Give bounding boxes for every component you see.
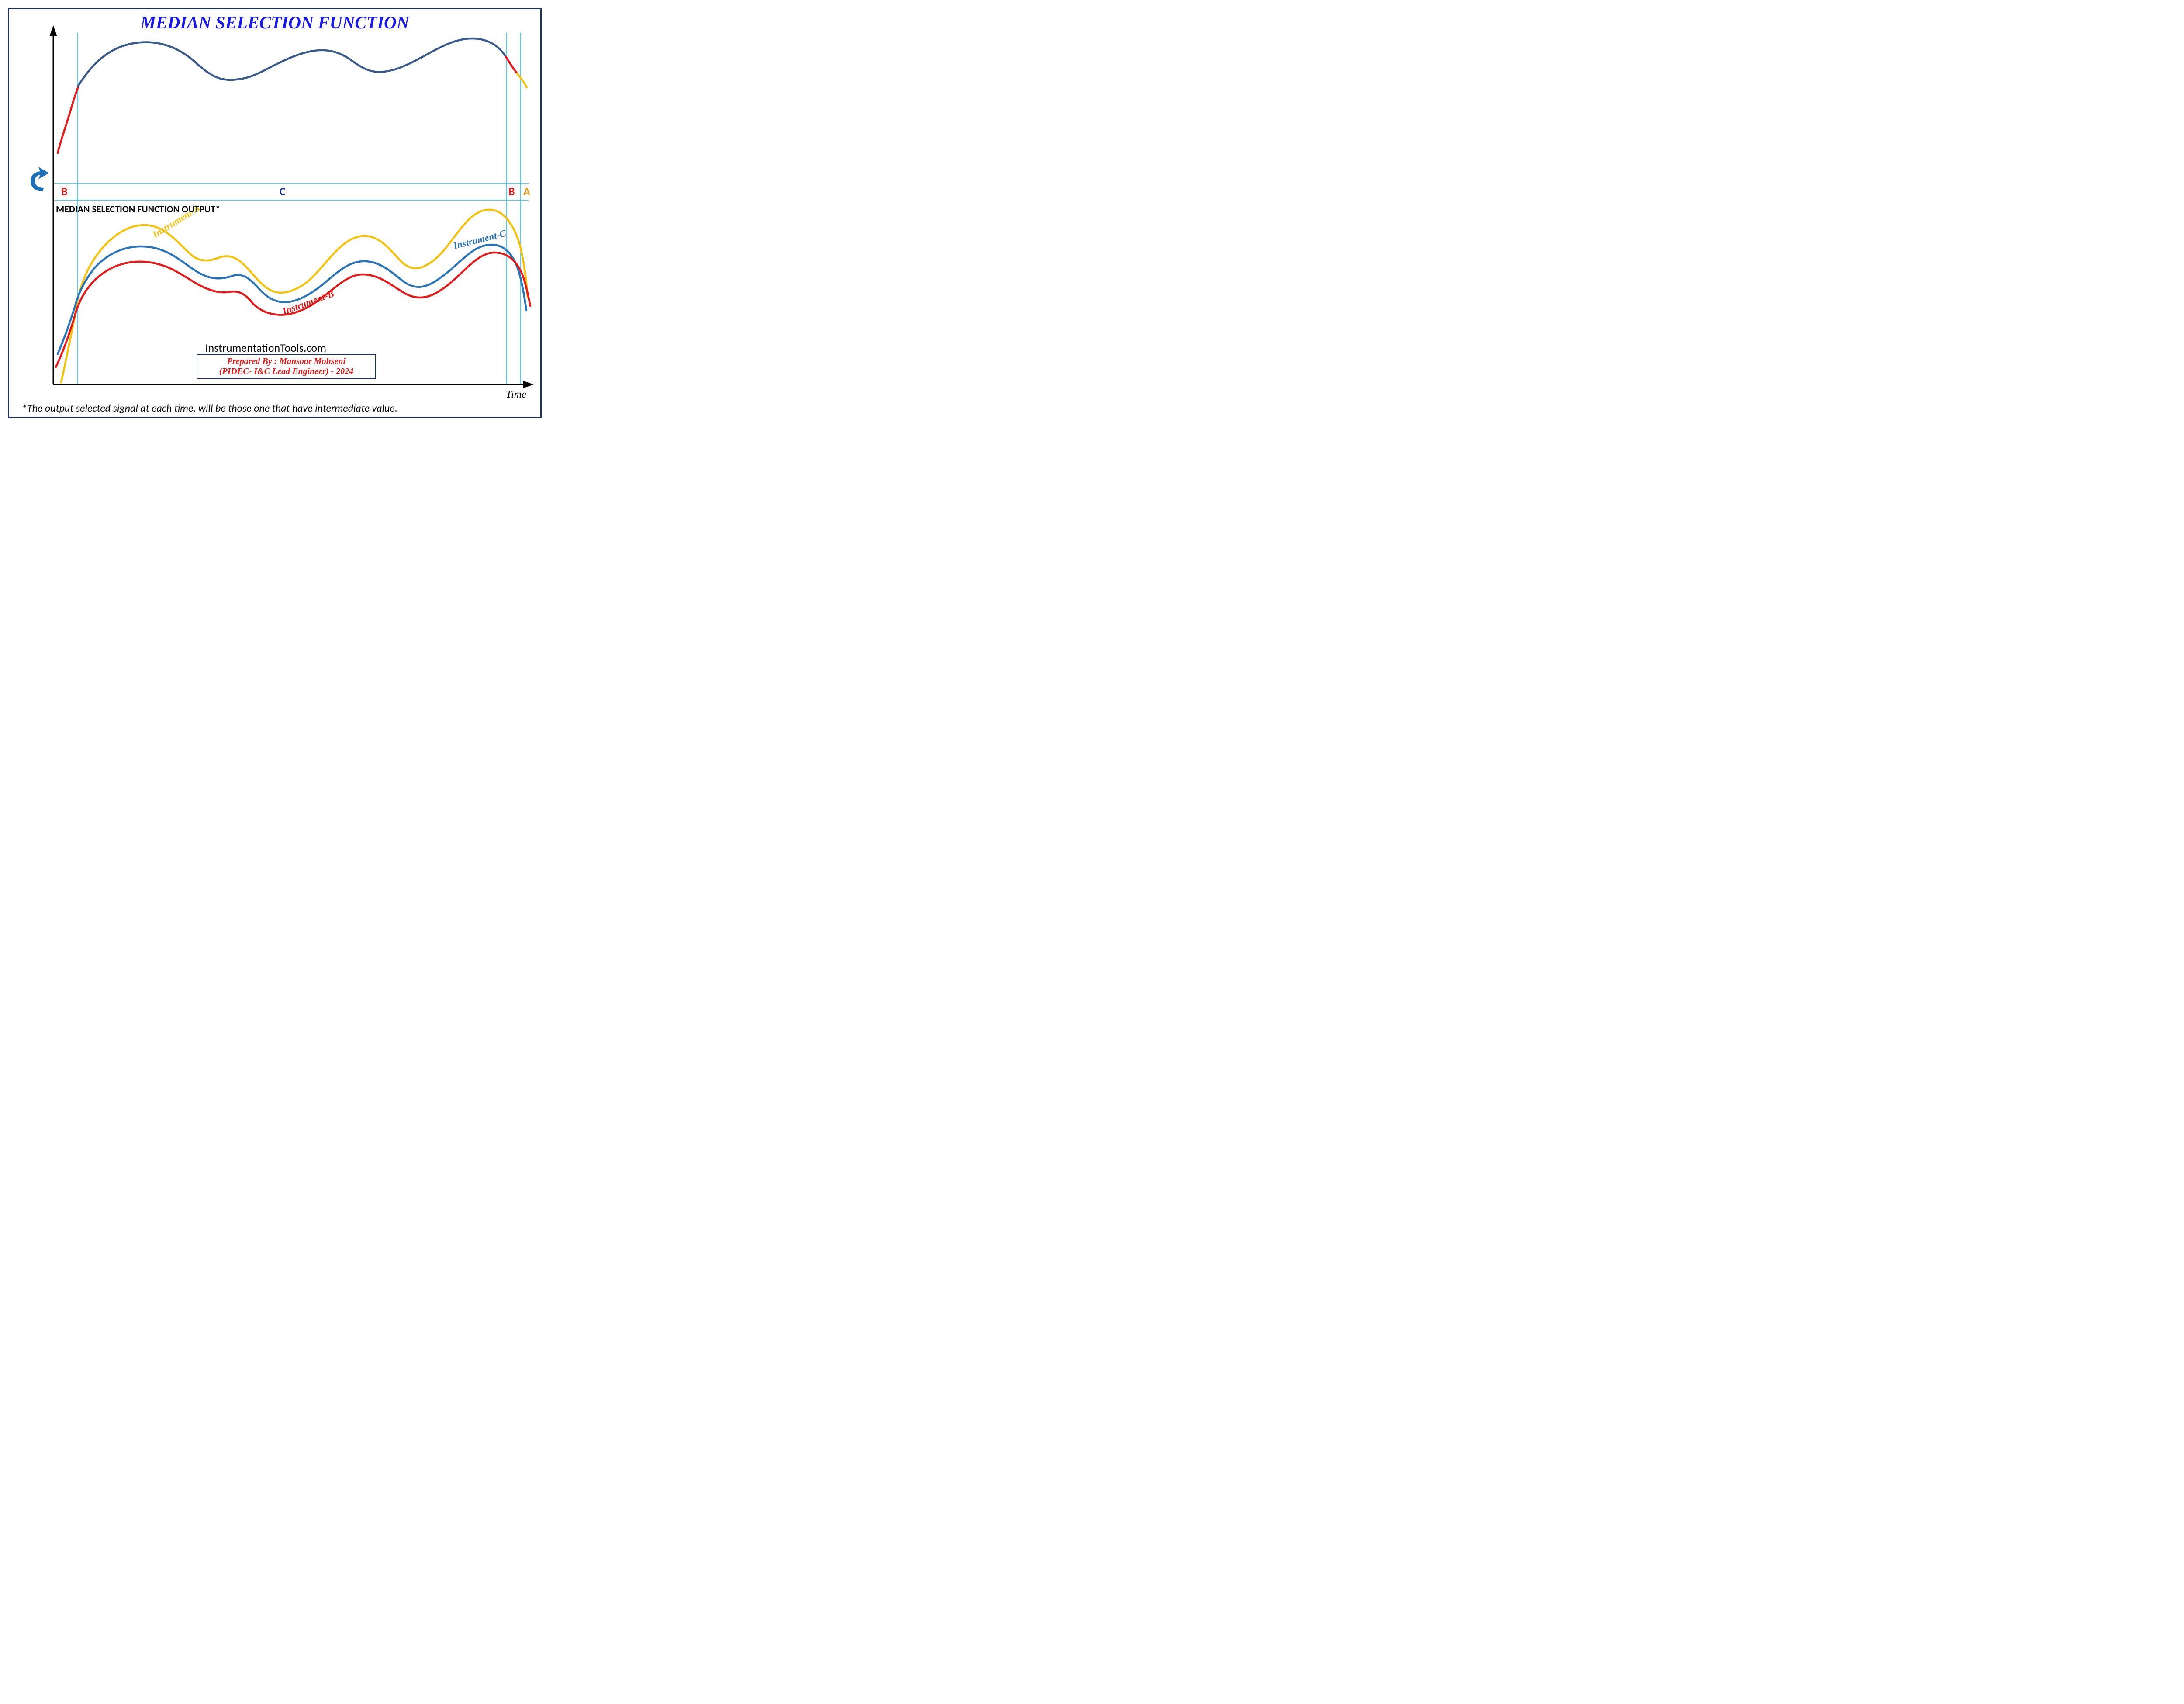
output-segment-a-right — [517, 73, 527, 87]
output-segment-b-right — [506, 57, 517, 73]
zone-label-b-left: B — [61, 184, 68, 198]
return-arrow-icon — [31, 167, 49, 191]
output-segment-b-left — [58, 86, 79, 153]
zone-label-c: C — [280, 184, 286, 198]
zone-label-b-right: B — [508, 184, 515, 198]
x-axis-arrow — [523, 381, 534, 388]
watermark-text: InstrumentationTools.com — [205, 341, 326, 355]
footnote-text: *The output selected signal at each time… — [22, 402, 397, 415]
zone-label-a-right: A — [523, 184, 530, 198]
credit-line-1: Prepared By : Mansoor Mohseni — [200, 357, 373, 367]
instrument-c-curve — [58, 245, 526, 354]
x-axis-label: Time — [506, 389, 526, 401]
credit-line-2: (PIDEC- I&C Lead Engineer) - 2024 — [200, 367, 373, 377]
output-subtitle: MEDIAN SELECTION FUNCTION OUTPUT* — [56, 203, 220, 215]
y-axis-arrow — [50, 25, 57, 36]
figure-frame: MEDIAN SELECTION FUNCTION Instrument-A I… — [0, 0, 549, 426]
credit-box: Prepared By : Mansoor Mohseni (PIDEC- I&… — [197, 354, 376, 379]
output-segment-c — [78, 38, 506, 87]
